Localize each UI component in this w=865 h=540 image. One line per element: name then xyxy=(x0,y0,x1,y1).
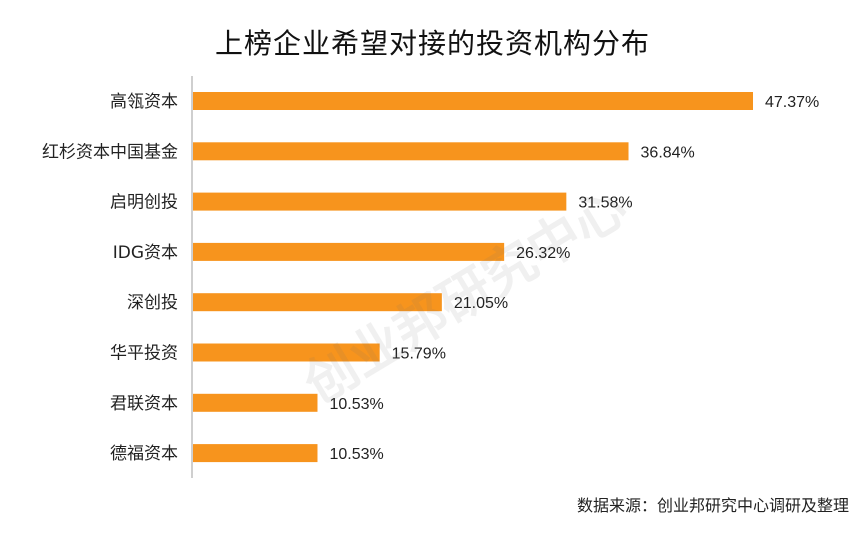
category-label: 深创投 xyxy=(127,293,178,313)
value-label: 10.53% xyxy=(329,446,383,463)
value-label: 47.37% xyxy=(765,94,819,111)
bar xyxy=(193,393,318,412)
bar xyxy=(193,293,442,312)
source-note: 数据来源：创业邦研究中心调研及整理 xyxy=(576,496,849,515)
value-label: 21.05% xyxy=(454,295,508,312)
category-label: 德福资本 xyxy=(110,444,178,464)
value-label: 36.84% xyxy=(641,144,695,161)
category-label: 高瓴资本 xyxy=(110,92,178,112)
bar xyxy=(193,92,753,110)
bar xyxy=(193,242,505,261)
value-label: 26.32% xyxy=(516,245,570,262)
category-label: 华平投资 xyxy=(110,344,178,364)
value-label: 10.53% xyxy=(329,396,383,413)
bar xyxy=(193,444,318,463)
chart-title: 上榜企业希望对接的投资机构分布 xyxy=(214,27,650,60)
bars-layer: 高瓴资本 47.37% 红杉资本中国基金 36.84% 启明创投 31.58% IDG资本 2… xyxy=(42,92,819,464)
bar xyxy=(193,343,380,362)
value-label: 15.79% xyxy=(392,346,446,363)
bar xyxy=(193,142,629,161)
category-label: IDG资本 xyxy=(113,243,178,263)
bar xyxy=(193,192,567,211)
category-label: 君联资本 xyxy=(110,394,178,414)
category-label: 启明创投 xyxy=(110,193,178,213)
value-label: 31.58% xyxy=(578,195,632,212)
category-label: 红杉资本中国基金 xyxy=(42,142,178,162)
